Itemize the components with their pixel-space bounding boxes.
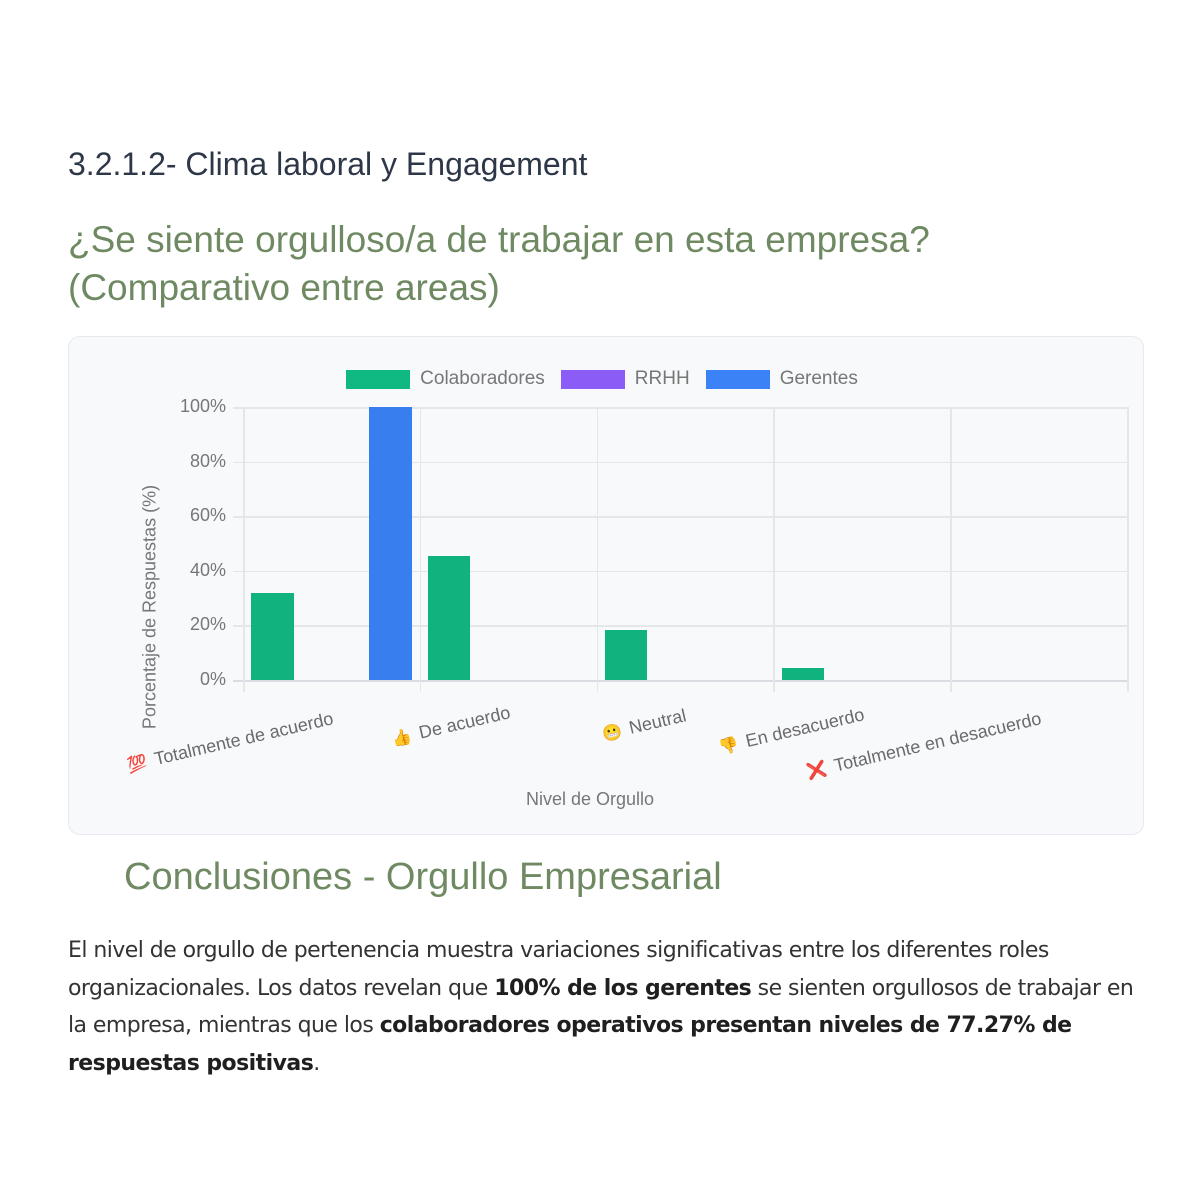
category-label: En desacuerdo <box>743 704 867 751</box>
y-tick-label: 40% <box>189 559 226 580</box>
legend-item-gerentes[interactable]: Gerentes <box>705 368 858 390</box>
gridline-horizontal <box>233 625 1127 627</box>
conclusion-title: Conclusiones - Orgullo Empresarial <box>124 856 722 898</box>
category-emoji-icon: ❌ <box>805 760 829 782</box>
y-tick-label: 100% <box>179 396 226 416</box>
y-tick-label: 60% <box>189 505 226 526</box>
category-emoji-icon: 👎 <box>717 736 741 758</box>
bar-colaboradores-1[interactable] <box>428 555 471 680</box>
bar-colaboradores-3[interactable] <box>781 667 825 680</box>
gridline-vertical <box>1127 407 1129 692</box>
legend-item-rrhh[interactable]: RRHH <box>560 368 690 390</box>
y-tick-label: 20% <box>189 614 226 635</box>
bar-colaboradores-2[interactable] <box>604 630 648 680</box>
category-emoji-icon: 😬 <box>600 723 624 745</box>
y-tick-label: 80% <box>189 450 226 471</box>
conclusion-text-part: se sienten orgullosos de trabajar en la … <box>68 975 1134 1039</box>
x-tick-label: 👍 De acuerdo <box>390 702 513 750</box>
conclusion-text-part: El nivel de orgullo de pertenencia muest… <box>68 938 1049 1001</box>
legend-item-colaboradores[interactable]: Colaboradores <box>346 368 545 390</box>
conclusion-text: El nivel de orgullo de pertenencia muest… <box>68 932 1158 1082</box>
gridline-vertical <box>950 407 952 692</box>
bar-gerentes-0[interactable] <box>369 407 412 680</box>
question-title: ¿Se siente orgulloso/a de trabajar en es… <box>68 219 930 308</box>
category-label: De acuerdo <box>416 702 513 743</box>
legend-swatch <box>346 369 411 389</box>
bar-colaboradores-0[interactable] <box>251 593 294 680</box>
x-tick-label: 💯 Totalmente de acuerdo <box>125 708 335 776</box>
legend-label: Gerentes <box>779 368 858 389</box>
gridline-horizontal <box>233 461 1127 464</box>
gridline-vertical <box>243 407 245 692</box>
conclusion-highlight-colaboradores: colaboradores operativos presentan nivel… <box>68 1013 1072 1076</box>
x-tick-label: 👎 En desacuerdo <box>716 704 866 758</box>
category-emoji-icon: 💯 <box>125 754 149 776</box>
chart-legend: Colaboradores RRHH Gerentes <box>68 367 1142 391</box>
x-tick-label: 😬 Neutral <box>600 705 689 745</box>
x-axis-title: Nivel de Orgullo <box>525 789 655 809</box>
conclusion-text-part: . <box>313 1050 320 1076</box>
conclusion-highlight-gerentes: 100% de los gerentes <box>494 975 752 1001</box>
gridline-horizontal <box>233 407 1127 409</box>
legend-label: Colaboradores <box>420 368 545 389</box>
legend-swatch <box>560 369 625 389</box>
category-label: Neutral <box>627 705 689 738</box>
section-title: 3.2.1.2- Clima laboral y Engagement <box>68 146 588 182</box>
category-emoji-icon: 👍 <box>390 727 414 749</box>
category-label: Totalmente de acuerdo <box>152 708 336 769</box>
gridline-vertical <box>596 407 599 692</box>
gridline-vertical <box>773 407 775 692</box>
legend-swatch <box>705 369 770 389</box>
plot-area: 0% 20% 40% 60% 80% 100% 💯 Totalmente de acuerdo… <box>69 337 1143 834</box>
y-tick-label: 0% <box>199 669 226 689</box>
gridline-horizontal <box>233 570 1127 573</box>
gridline-horizontal <box>233 516 1127 518</box>
gridline-vertical <box>419 407 422 692</box>
chart-card: Colaboradores RRHH Gerentes Porcentaje de … <box>68 336 1144 835</box>
gridline-horizontal <box>233 680 1127 682</box>
legend-label: RRHH <box>634 368 690 389</box>
